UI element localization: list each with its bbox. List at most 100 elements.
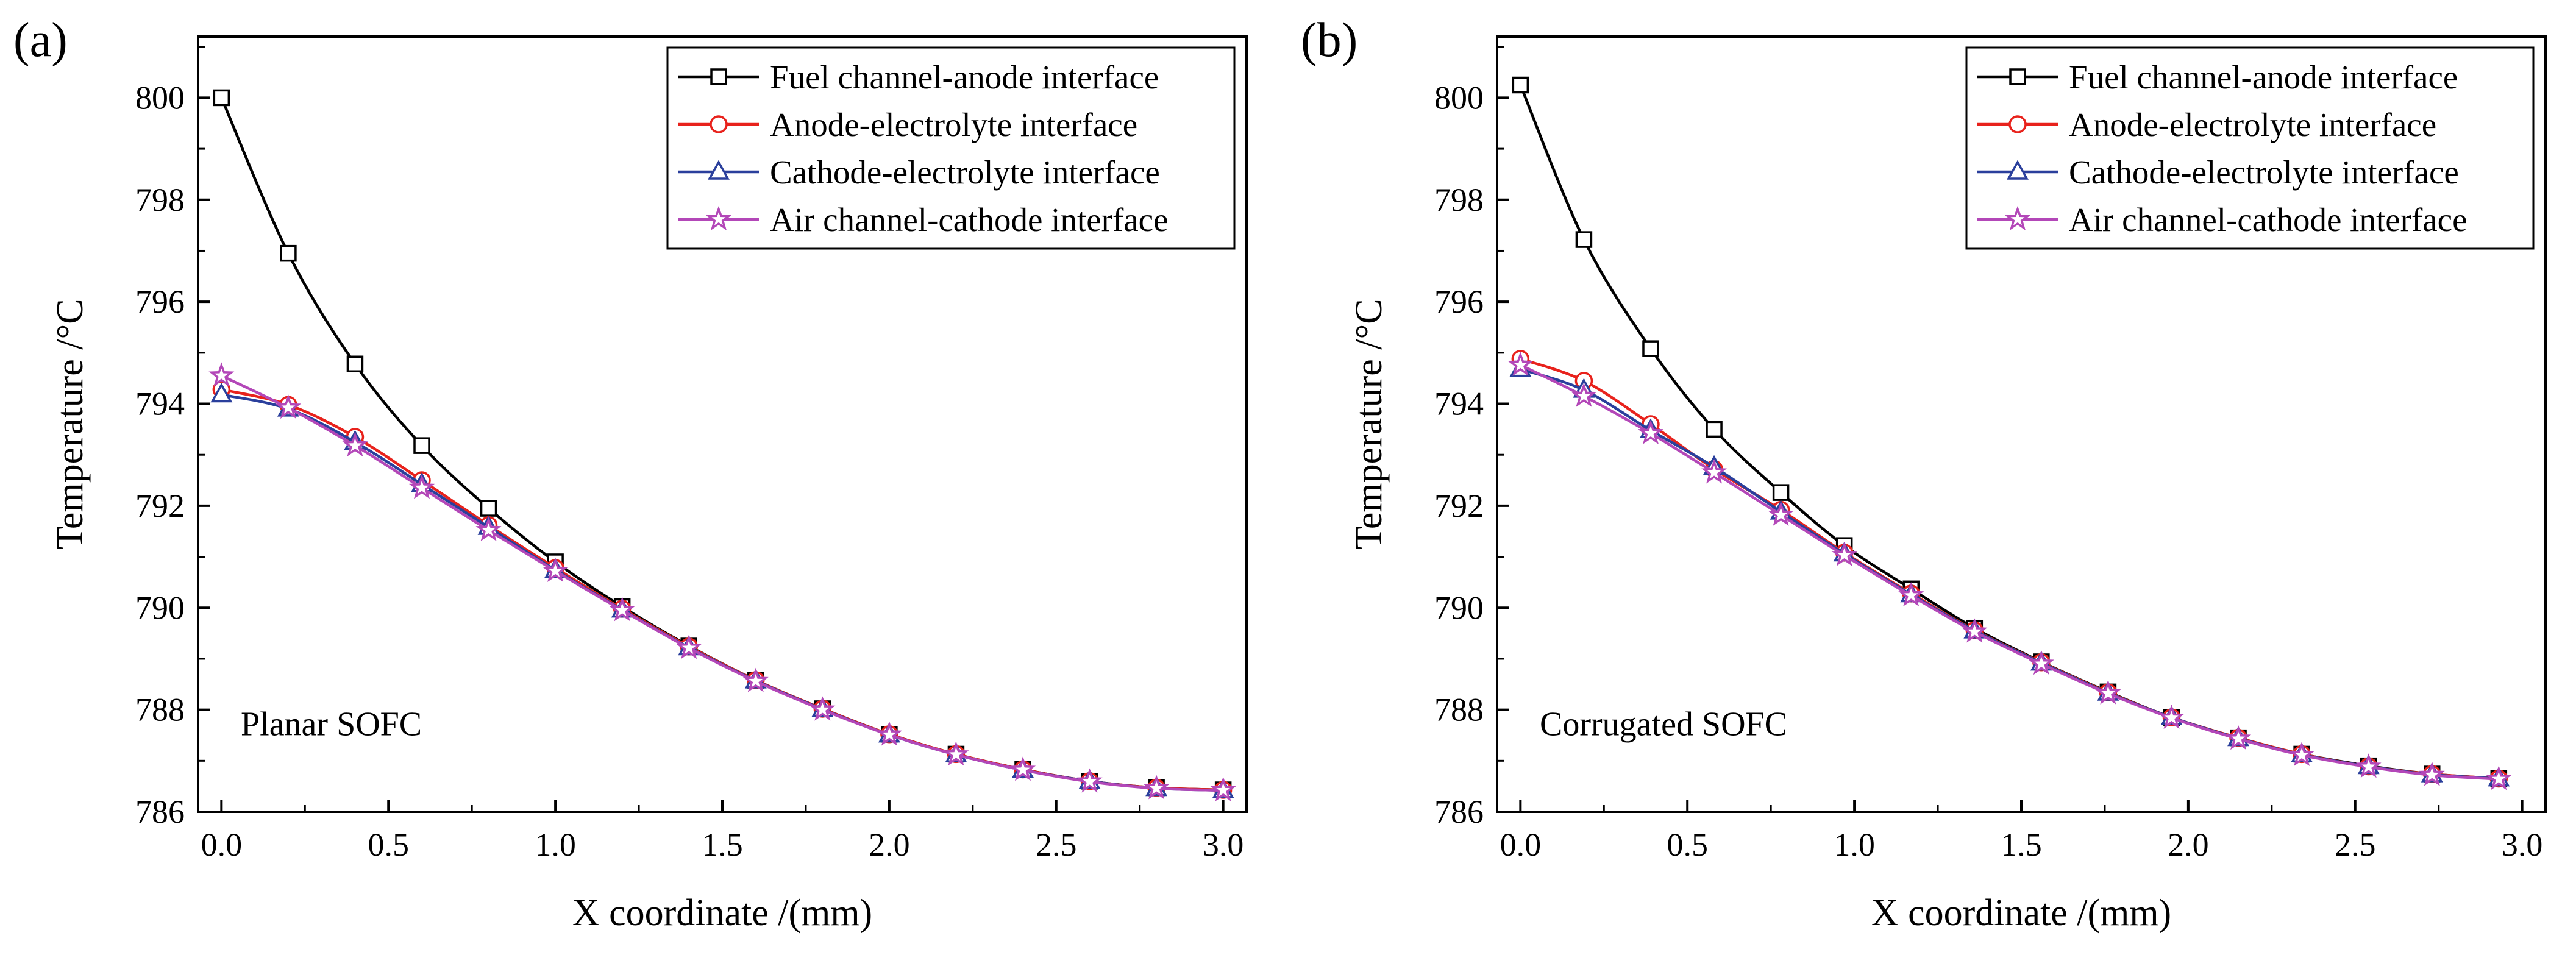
x-tick-label: 3.0 [1203, 826, 1244, 863]
x-tick-label: 1.5 [702, 826, 743, 863]
legend-label: Anode-electrolyte interface [2069, 106, 2436, 143]
x-tick-label: 0.0 [201, 826, 243, 863]
y-tick-label: 798 [135, 182, 185, 218]
y-tick-label: 792 [1434, 488, 1484, 524]
y-tick-label: 796 [1434, 283, 1484, 320]
data-point [2419, 761, 2445, 786]
data-point [275, 394, 301, 419]
data-point [2486, 765, 2512, 790]
x-tick-label: 0.5 [368, 826, 409, 863]
data-point [676, 634, 702, 659]
panel-label: (a) [13, 13, 68, 67]
x-tick-label: 1.5 [2001, 826, 2042, 863]
data-point [1009, 756, 1036, 781]
y-tick-label: 788 [1434, 692, 1484, 728]
x-axis-label: X coordinate /(mm) [1871, 892, 2171, 934]
y-tick-label: 786 [1434, 793, 1484, 830]
y-tick-label: 786 [135, 793, 185, 830]
y-tick-label: 798 [1434, 182, 1484, 218]
data-point [1575, 231, 1593, 248]
series-star [208, 362, 1236, 801]
legend-label: Fuel channel-anode interface [770, 59, 1159, 96]
data-point [742, 667, 769, 692]
y-tick-label: 796 [135, 283, 185, 320]
data-point [809, 696, 836, 721]
data-point [1772, 484, 1790, 501]
legend-marker [2009, 68, 2026, 85]
legend-marker [710, 68, 727, 85]
legend: Fuel channel-anode interface Anode-electr… [1965, 46, 2535, 250]
x-tick-label: 2.5 [2335, 826, 2376, 863]
y-tick-label: 794 [1434, 386, 1484, 422]
x-axis-label: X coordinate /(mm) [572, 892, 872, 934]
x-tick-label: 2.0 [2168, 826, 2209, 863]
data-point [1144, 775, 1170, 800]
x-tick-label: 2.5 [1036, 826, 1077, 863]
data-point [1701, 459, 1727, 484]
data-point [408, 474, 435, 499]
legend-marker [705, 205, 732, 230]
y-tick-label: 792 [135, 488, 185, 524]
data-point [413, 437, 430, 454]
x-tick-label: 1.0 [535, 826, 576, 863]
y-tick-label: 800 [1434, 79, 1484, 116]
panel-a: (a) 0.0 0.5 1.0 1.5 2.0 2.5 3.0 786 788 790 792 794 7… [13, 13, 1248, 934]
y-axis-label: Temperature /°C [49, 299, 91, 549]
legend-marker [708, 160, 730, 180]
legend-label: Anode-electrolyte interface [770, 106, 1137, 143]
data-point [1507, 351, 1534, 376]
data-point [208, 362, 235, 387]
x-tick-label: 3.0 [2502, 826, 2543, 863]
data-point [1706, 421, 1723, 438]
y-tick-label: 790 [1434, 589, 1484, 626]
legend-marker [2004, 205, 2031, 230]
data-point [609, 597, 635, 622]
legend-box [666, 46, 1236, 250]
data-point [876, 721, 903, 746]
data-point [2095, 680, 2121, 705]
x-tick-label: 0.0 [1500, 826, 1542, 863]
x-tick-label: 2.0 [869, 826, 910, 863]
legend-label: Cathode-electrolyte interface [2069, 154, 2459, 191]
data-point [2289, 741, 2315, 767]
panel-annotation: Planar SOFC [241, 705, 422, 743]
legend: Fuel channel-anode interface Anode-electr… [666, 46, 1236, 250]
panel-b: (b) 0.0 0.5 1.0 1.5 2.0 2.5 3.0 786 788 790 792 794 7… [1301, 13, 2547, 934]
legend-label: Fuel channel-anode interface [2069, 59, 2458, 96]
panel-label: (b) [1301, 13, 1357, 67]
y-tick-label: 800 [135, 79, 185, 116]
data-point [2158, 704, 2185, 729]
y-tick-label: 788 [135, 692, 185, 728]
series-line [221, 374, 1223, 792]
data-point [1642, 340, 1659, 357]
legend-label: Air channel-cathode interface [770, 201, 1169, 238]
legend-marker [2008, 115, 2027, 133]
data-point [1571, 382, 1597, 407]
series-star [1507, 351, 2512, 790]
data-point [475, 517, 502, 541]
data-point [1898, 582, 1924, 607]
x-tick-label: 0.5 [1667, 826, 1708, 863]
data-point [342, 431, 368, 457]
y-axis-label: Temperature /°C [1348, 299, 1390, 549]
y-tick-label: 790 [135, 589, 185, 626]
y-tick-label: 794 [135, 386, 185, 422]
data-point [943, 741, 969, 766]
data-point [346, 355, 364, 373]
data-point [480, 500, 497, 517]
legend-label: Air channel-cathode interface [2069, 201, 2467, 238]
data-point [1831, 541, 1857, 566]
panel-annotation: Corrugated SOFC [1540, 705, 1787, 743]
data-point [1637, 419, 1663, 444]
data-point [213, 89, 230, 107]
legend-label: Cathode-electrolyte interface [770, 154, 1160, 191]
data-point [2028, 650, 2054, 675]
data-point [2355, 753, 2382, 778]
data-point [1512, 76, 1529, 94]
data-point [2226, 725, 2252, 750]
data-point [1210, 776, 1236, 801]
data-point [543, 557, 569, 582]
legend-marker [710, 115, 728, 133]
legend-marker [2007, 160, 2029, 180]
